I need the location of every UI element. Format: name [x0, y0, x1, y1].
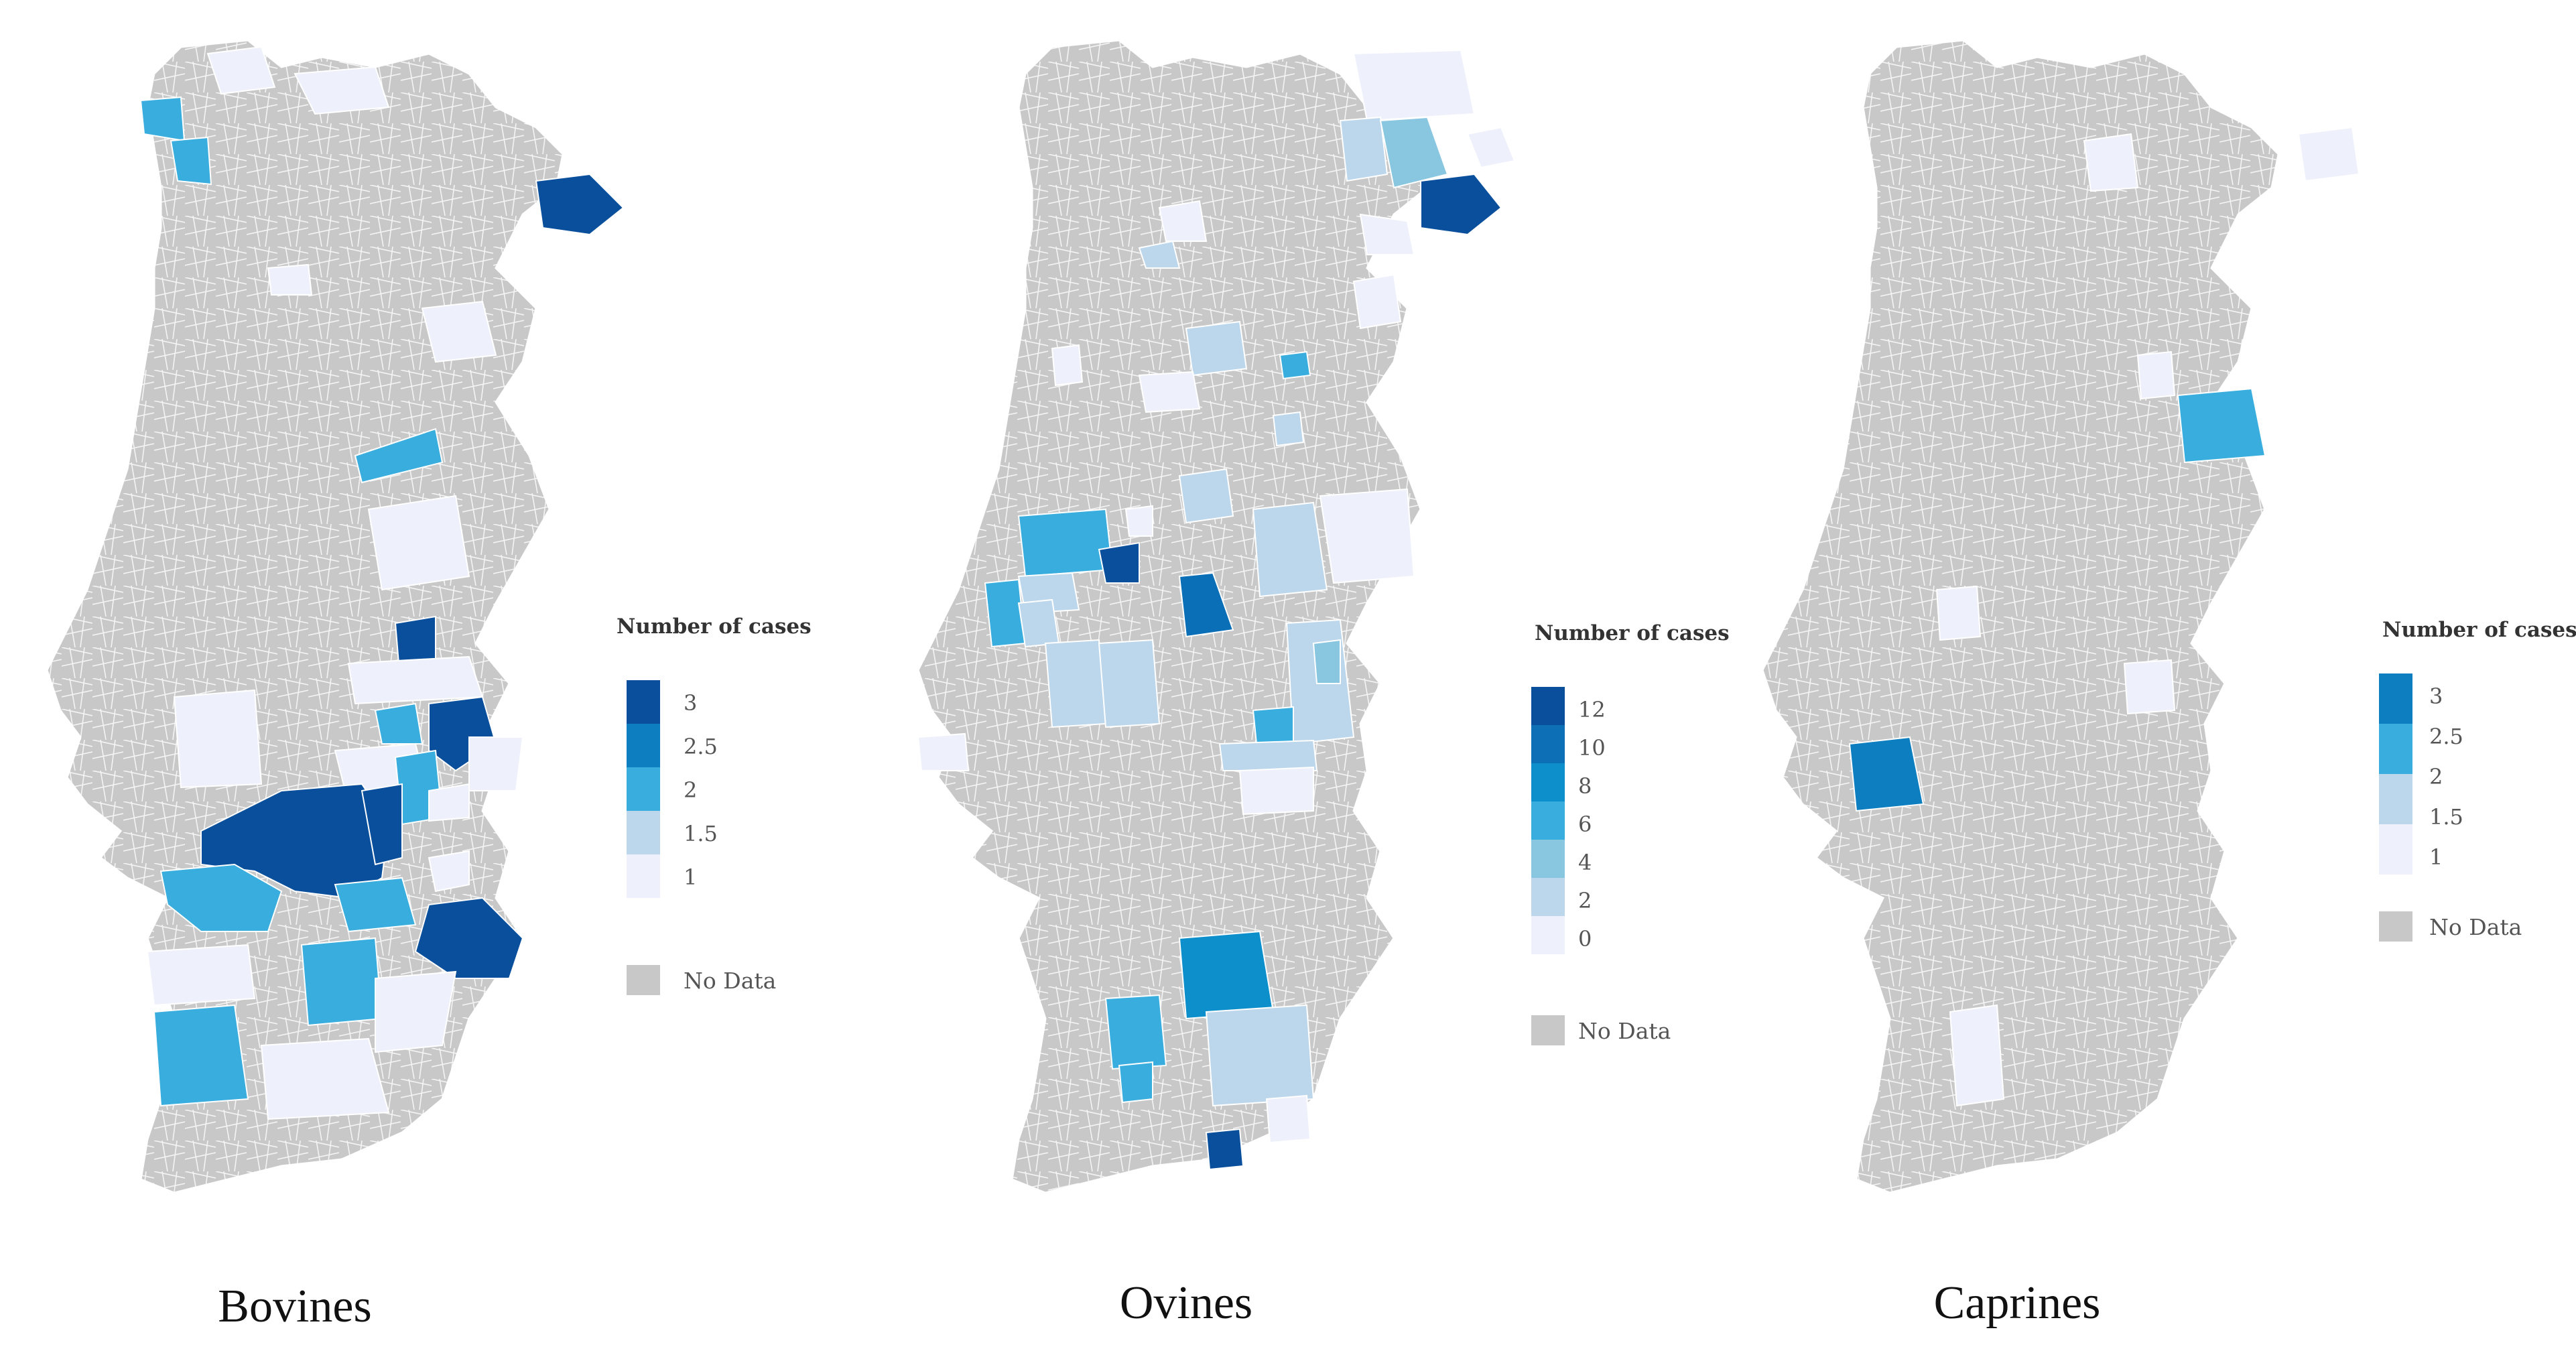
legend-tick-label: 1.5 — [684, 821, 718, 846]
legend-swatch — [627, 680, 660, 724]
legend-swatch — [1531, 840, 1565, 878]
map-caprines-regions — [1848, 126, 2360, 1107]
legend-swatch — [627, 854, 660, 898]
legend-swatch — [627, 811, 660, 854]
map-ovines: Number of cases 12 10 8 6 4 2 0 No Data — [917, 39, 1730, 1194]
legend-swatch — [2379, 774, 2412, 824]
legend-swatch — [2379, 724, 2412, 774]
legend-tick-label: 8 — [1578, 773, 1592, 799]
map-bovines-base — [46, 39, 564, 1194]
legend-nodata-swatch — [1531, 1015, 1565, 1045]
legend-tick-label: 1.5 — [2429, 804, 2463, 830]
legend-caprines: Number of cases 3 2.5 2 1.5 1 No Data — [2379, 618, 2576, 942]
legend-swatch — [1531, 687, 1565, 725]
legend-tick-label: 2.5 — [684, 734, 718, 759]
map-ovines-regions — [917, 49, 1516, 1171]
legend-tick-label: 2 — [2429, 764, 2443, 789]
legend-nodata-label: No Data — [684, 968, 776, 994]
legend-tick-label: 1 — [2429, 844, 2443, 870]
legend-nodata-label: No Data — [1578, 1018, 1671, 1044]
panel-title-ovines: Ovines — [1119, 1277, 1253, 1329]
legend-swatch — [2379, 673, 2412, 724]
legend-tick-label: 2 — [1578, 888, 1592, 913]
panel-title-bovines: Bovines — [218, 1281, 372, 1332]
legend-caprines-title: Number of cases — [2382, 618, 2576, 642]
map-caprines: Number of cases 3 2.5 2 1.5 1 No Data — [1761, 39, 2576, 1194]
legend-swatch — [2379, 824, 2412, 875]
legend-swatch — [1531, 916, 1565, 954]
legend-tick-label: 1 — [684, 864, 697, 890]
legend-tick-label: 2 — [684, 777, 697, 803]
legend-swatch — [1531, 725, 1565, 763]
legend-bovines-title: Number of cases — [617, 615, 812, 639]
panel-title-caprines: Caprines — [1933, 1277, 2101, 1329]
legend-nodata-swatch — [627, 965, 660, 995]
legend-swatch — [1531, 801, 1565, 840]
legend-tick-label: 0 — [1578, 926, 1592, 952]
legend-tick-label: 2.5 — [2429, 724, 2463, 749]
map-bovines-regions — [139, 46, 625, 1120]
legend-ovines-title: Number of cases — [1535, 621, 1730, 645]
legend-tick-label: 3 — [684, 690, 697, 716]
legend-tick-label: 3 — [2429, 684, 2443, 709]
legend-tick-label: 4 — [1578, 850, 1592, 875]
legend-swatch — [1531, 763, 1565, 801]
legend-nodata-label: No Data — [2429, 914, 2522, 940]
legend-ovines: Number of cases 12 10 8 6 4 2 0 No Data — [1531, 621, 1730, 1045]
map-ovines-base — [917, 39, 1435, 1194]
map-bovines: Number of cases 3 2.5 2 1.5 1 No Data — [46, 39, 812, 1194]
legend-bovines: Number of cases 3 2.5 2 1.5 1 No Data — [617, 615, 812, 995]
legend-tick-label: 12 — [1578, 697, 1606, 722]
map-caprines-base — [1761, 39, 2280, 1194]
legend-swatch — [1531, 878, 1565, 916]
legend-tick-label: 6 — [1578, 812, 1592, 837]
legend-swatch — [627, 767, 660, 811]
legend-nodata-swatch — [2379, 911, 2412, 942]
legend-tick-label: 10 — [1578, 735, 1606, 761]
legend-swatch — [627, 724, 660, 767]
